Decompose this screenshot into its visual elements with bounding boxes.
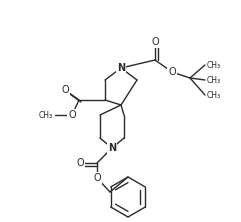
Text: O: O (93, 173, 101, 183)
Text: O: O (68, 110, 76, 120)
Text: N: N (108, 143, 116, 153)
Text: CH₃: CH₃ (207, 75, 221, 85)
Text: CH₃: CH₃ (39, 111, 53, 119)
Text: O: O (61, 85, 69, 95)
Text: CH₃: CH₃ (207, 91, 221, 99)
Text: O: O (151, 37, 159, 47)
Text: O: O (76, 158, 84, 168)
Text: CH₃: CH₃ (207, 61, 221, 69)
Text: O: O (168, 67, 176, 77)
Text: N: N (117, 63, 125, 73)
